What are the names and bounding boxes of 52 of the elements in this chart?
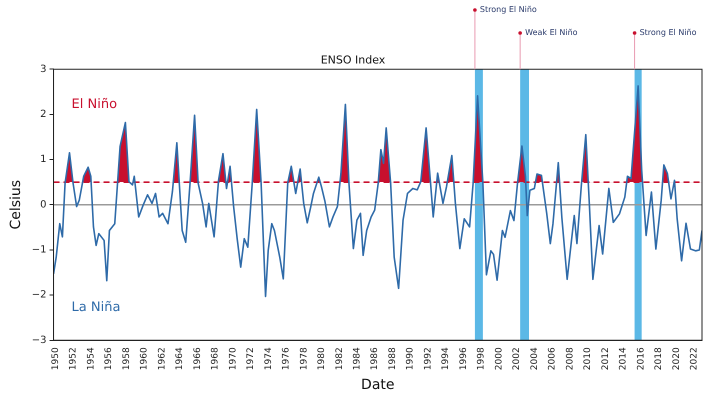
x-tick-label: 1984 (352, 347, 362, 370)
x-tick-label: 1962 (157, 347, 168, 370)
x-tick-label: 1968 (210, 347, 221, 370)
y-tick-label: −3 (32, 334, 47, 346)
y-tick-label: 3 (40, 64, 47, 75)
x-tick-label: 2010 (583, 347, 594, 370)
x-tick-label: 1986 (370, 347, 380, 370)
y-tick-label: −1 (32, 244, 47, 256)
ref-line-label: Strong El Niño (640, 28, 697, 38)
x-tick-label: 1956 (104, 347, 114, 370)
x-tick-label: 2016 (636, 347, 646, 370)
annotation: La Niña (72, 300, 120, 316)
x-tick-label: 2000 (494, 347, 504, 370)
x-tick-label: 1978 (299, 347, 310, 370)
x-tick-label: 1952 (68, 347, 79, 370)
x-tick-label: 1960 (140, 347, 150, 370)
x-tick-label: 1976 (282, 347, 292, 370)
x-tick-label: 1964 (175, 347, 186, 370)
x-tick-label: 1998 (476, 347, 487, 370)
x-tick-label: 1954 (86, 347, 96, 370)
y-axis-title: Celsius (8, 180, 24, 230)
y-tick-label: −2 (32, 290, 47, 301)
x-tick-label: 2008 (565, 347, 576, 370)
x-tick-label: 1990 (406, 347, 416, 370)
x-tick-label: 1970 (228, 347, 238, 370)
x-tick-label: 1972 (246, 347, 256, 370)
x-axis-title: Date (361, 377, 395, 394)
chart-title: ENSO Index (320, 53, 386, 66)
x-tick-label: 2012 (600, 347, 611, 370)
x-tick-label: 1958 (122, 347, 132, 370)
ref-line-label: Strong El Niño (480, 5, 537, 14)
x-tick-label: 1992 (423, 347, 434, 370)
y-tick-label: 2 (40, 108, 47, 120)
x-tick-label: 2020 (672, 347, 682, 370)
x-tick-label: 2018 (654, 347, 664, 370)
x-tick-label: 2002 (512, 347, 522, 370)
x-tick-label: 2004 (530, 347, 540, 370)
x-tick-label: 1950 (50, 347, 61, 370)
x-tick-label: 2014 (618, 347, 629, 370)
ref-line-label: Weak El Niño (525, 28, 578, 38)
x-tick-label: 2006 (548, 347, 558, 370)
x-tick-label: 1994 (441, 347, 452, 370)
x-tick-label: 2022 (690, 347, 700, 370)
x-tick-label: 1996 (458, 347, 469, 370)
x-tick-label: 1974 (264, 347, 274, 370)
y-tick-label: 0 (40, 199, 47, 210)
x-tick-label: 1988 (388, 347, 398, 370)
y-tick-label: 1 (40, 154, 47, 166)
x-tick-label: 1980 (317, 347, 328, 370)
x-tick-label: 1966 (192, 347, 203, 370)
x-tick-label: 1982 (334, 347, 345, 370)
annotation: El Niño (72, 96, 118, 112)
